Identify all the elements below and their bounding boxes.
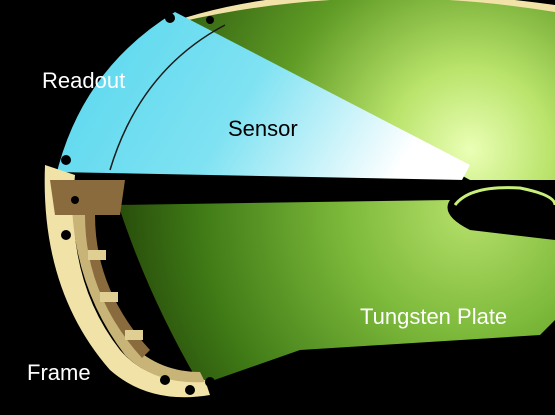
mounting-hole (205, 377, 215, 387)
tungsten-plate-lower (115, 200, 555, 385)
mounting-hole (61, 155, 71, 165)
frame-tab (125, 330, 143, 340)
tungsten-plate-upper (180, 0, 555, 180)
sensor-segment (55, 12, 470, 180)
frame-tab (100, 292, 118, 302)
label-tungsten-plate: Tungsten Plate (360, 304, 508, 329)
mounting-hole (61, 230, 71, 240)
hole-rim (453, 186, 555, 206)
label-sensor: Sensor (228, 116, 298, 141)
slot-gap (55, 172, 470, 210)
mounting-hole (206, 16, 214, 24)
readout-boundary (109, 24, 226, 171)
label-readout: Readout (42, 68, 126, 93)
cork-layer (50, 180, 125, 215)
mounting-hole (185, 385, 195, 395)
mounting-hole (160, 375, 170, 385)
mounting-hole (71, 196, 79, 204)
central-hole (452, 188, 548, 232)
mounting-hole (165, 13, 175, 23)
frame-tab (88, 250, 106, 260)
label-frame: Frame (27, 360, 91, 385)
cork-layer-arc (85, 215, 150, 358)
